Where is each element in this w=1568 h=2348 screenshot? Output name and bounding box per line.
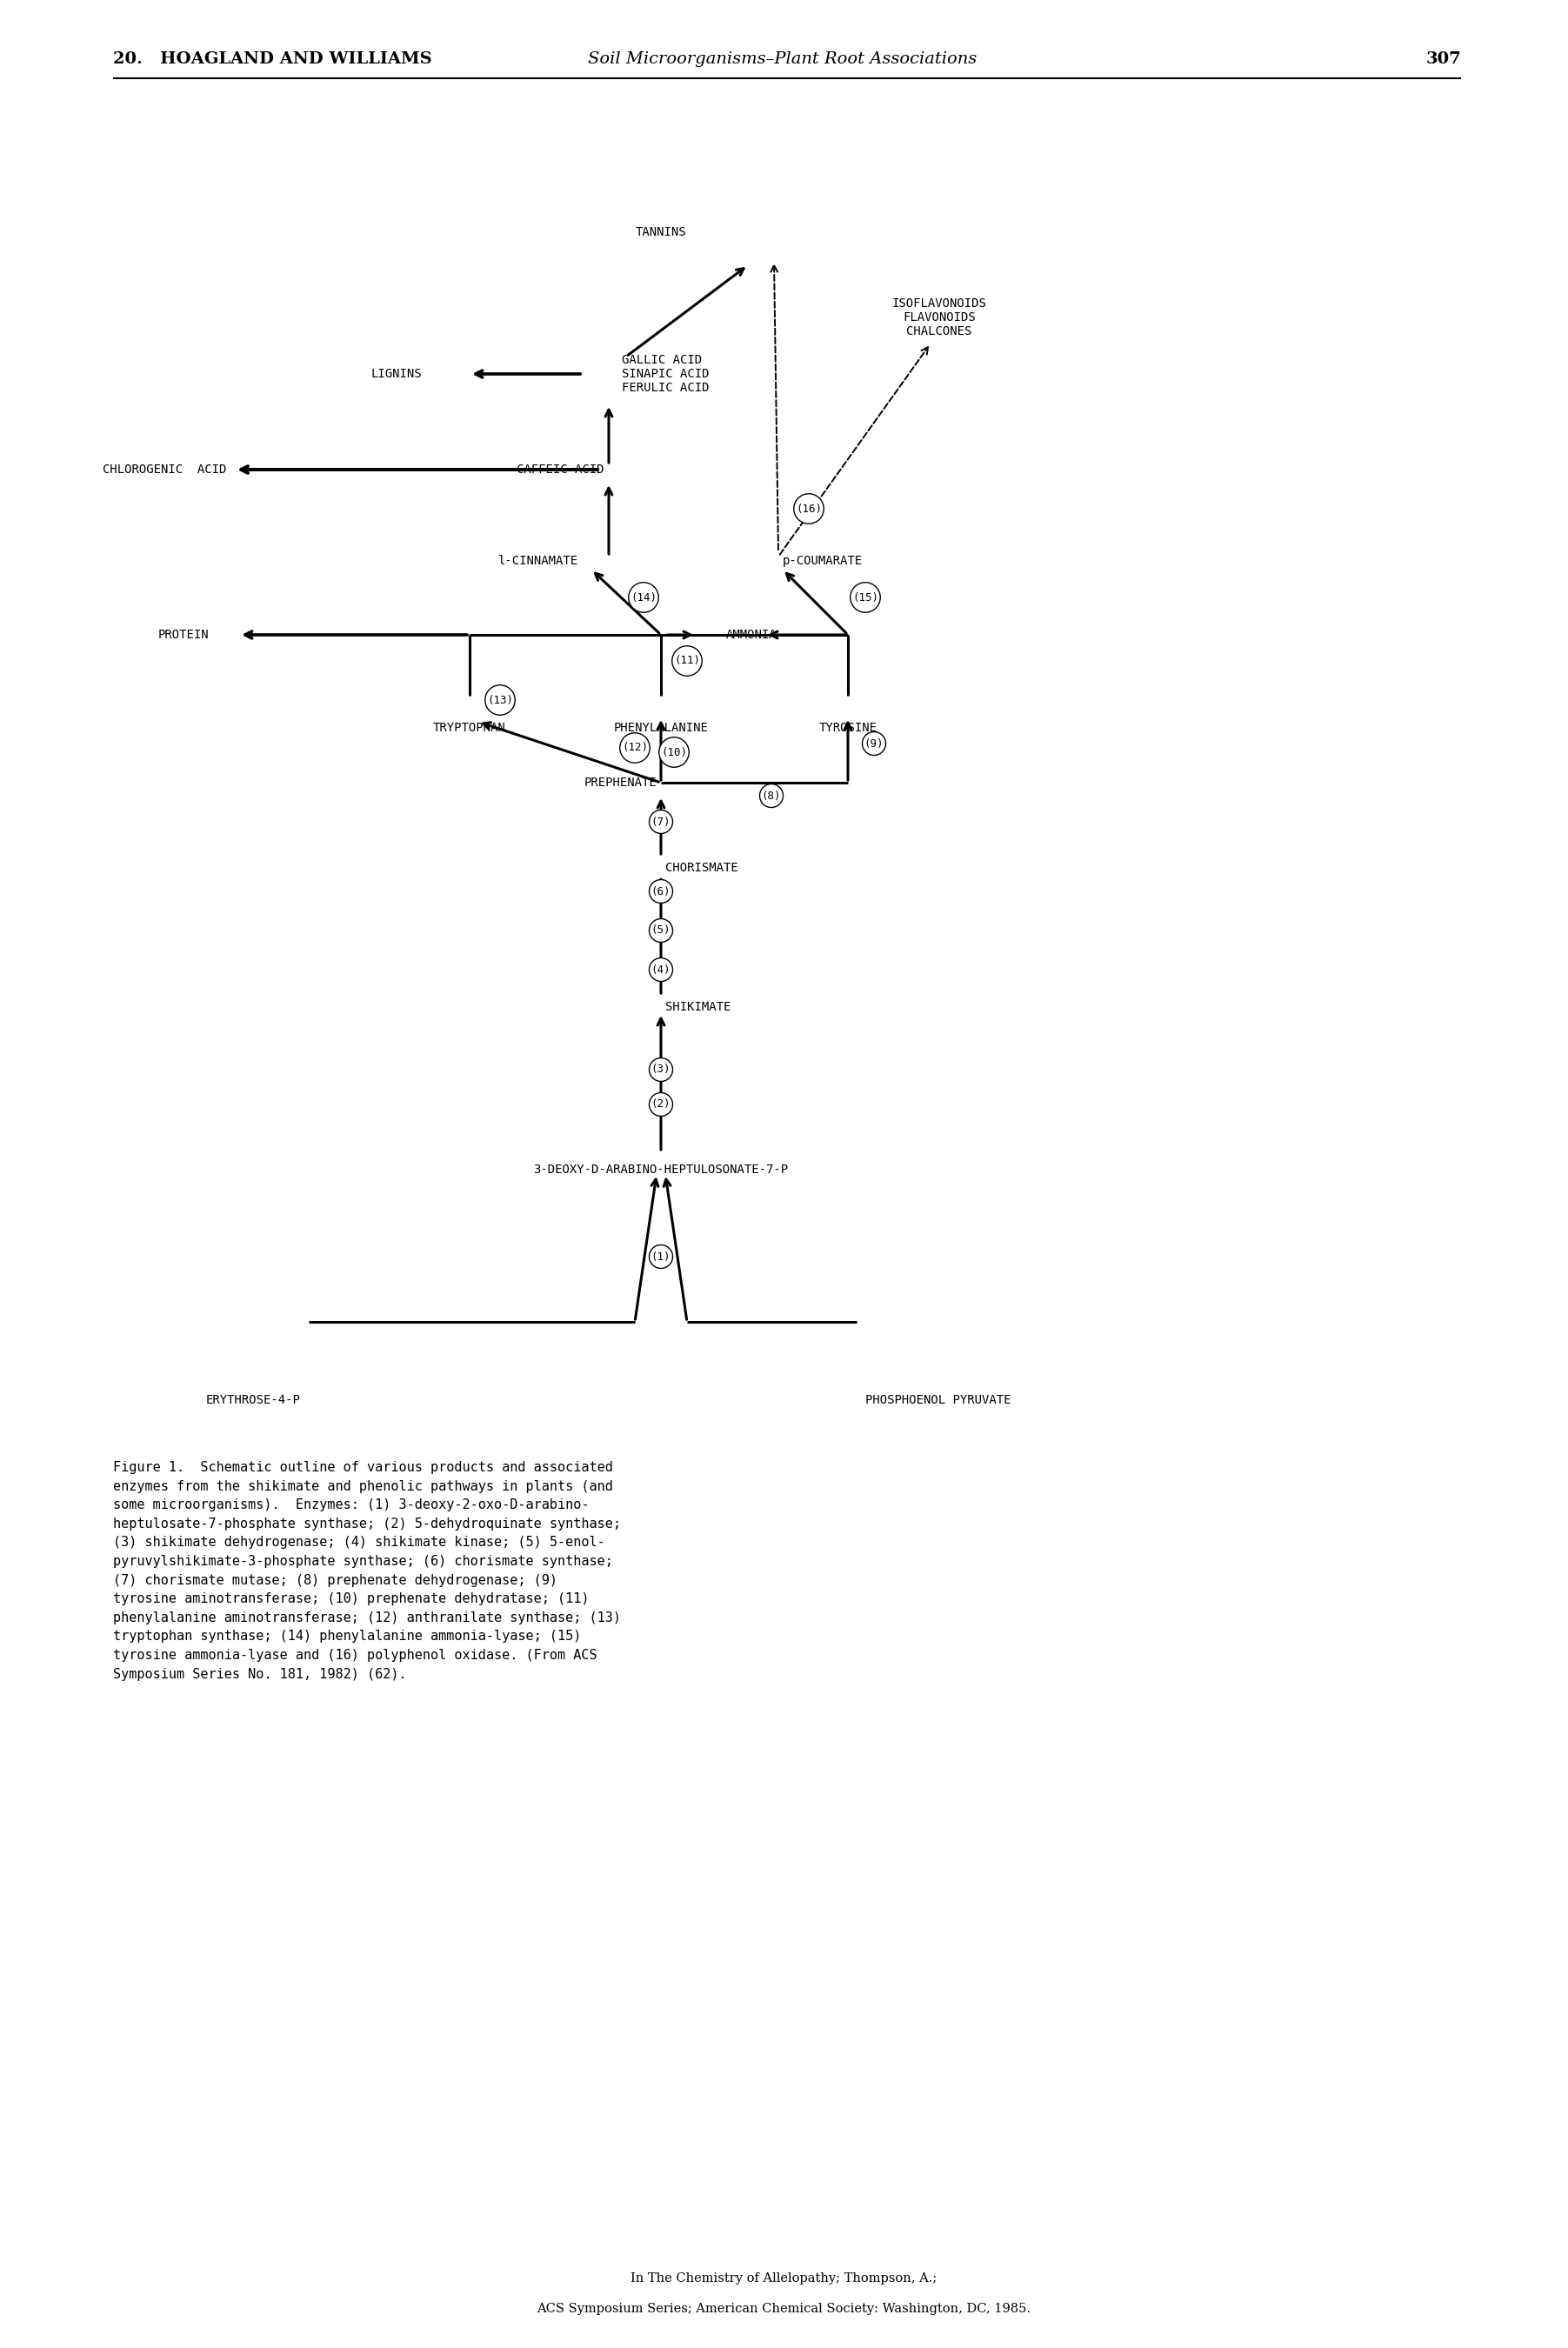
Text: Soil Microorganisms–Plant Root Associations: Soil Microorganisms–Plant Root Associati… [588,52,977,68]
Text: (15): (15) [853,592,878,603]
Text: CHLOROGENIC  ACID: CHLOROGENIC ACID [102,463,226,477]
Text: (10): (10) [662,747,687,758]
Text: (2): (2) [651,1099,671,1111]
Text: 307: 307 [1425,52,1461,68]
Text: TANNINS: TANNINS [635,225,687,237]
Text: In The Chemistry of Allelopathy; Thompson, A.;: In The Chemistry of Allelopathy; Thompso… [630,2273,936,2285]
Text: (3): (3) [651,1064,671,1075]
Text: (14): (14) [630,592,657,603]
Text: (6): (6) [651,885,671,897]
Text: (1): (1) [651,1251,671,1263]
Text: CAFFEIC ACID: CAFFEIC ACID [517,463,604,477]
Text: (4): (4) [651,965,671,974]
Text: SHIKIMATE: SHIKIMATE [665,1000,731,1012]
Text: CHORISMATE: CHORISMATE [665,862,739,873]
Text: 3-DEOXY-D-ARABINO-HEPTULOSONATE-7-P: 3-DEOXY-D-ARABINO-HEPTULOSONATE-7-P [533,1165,789,1176]
Text: GALLIC ACID
SINAPIC ACID
FERULIC ACID: GALLIC ACID SINAPIC ACID FERULIC ACID [622,355,709,394]
Text: AMMONIA: AMMONIA [726,629,778,641]
Text: (7): (7) [651,817,671,826]
Text: PHENYLALANINE: PHENYLALANINE [613,721,709,735]
Text: p-COUMARATE: p-COUMARATE [782,554,862,566]
Text: (9): (9) [864,737,884,749]
Text: ERYTHROSE-4-P: ERYTHROSE-4-P [205,1395,299,1406]
Text: (16): (16) [795,502,822,514]
Text: Figure 1.  Schematic outline of various products and associated
enzymes from the: Figure 1. Schematic outline of various p… [113,1460,621,1681]
Text: (5): (5) [651,925,671,937]
Text: PHOSPHOENOL PYRUVATE: PHOSPHOENOL PYRUVATE [866,1395,1011,1406]
Text: (12): (12) [622,742,648,754]
Text: 20.   HOAGLAND AND WILLIAMS: 20. HOAGLAND AND WILLIAMS [113,52,431,68]
Text: TYROSINE: TYROSINE [818,721,877,735]
Text: LIGNINS: LIGNINS [370,369,422,380]
Text: (13): (13) [488,695,513,707]
Text: PREPHENATE: PREPHENATE [583,777,657,789]
Text: ISOFLAVONOIDS
FLAVONOIDS
CHALCONES: ISOFLAVONOIDS FLAVONOIDS CHALCONES [892,298,986,338]
Text: (8): (8) [762,789,781,801]
Text: ACS Symposium Series; American Chemical Society: Washington, DC, 1985.: ACS Symposium Series; American Chemical … [536,2303,1030,2315]
Text: PROTEIN: PROTEIN [158,629,209,641]
Text: TRYPTOPHAN: TRYPTOPHAN [433,721,506,735]
Text: (11): (11) [674,655,699,667]
Text: l-CINNAMATE: l-CINNAMATE [499,554,579,566]
